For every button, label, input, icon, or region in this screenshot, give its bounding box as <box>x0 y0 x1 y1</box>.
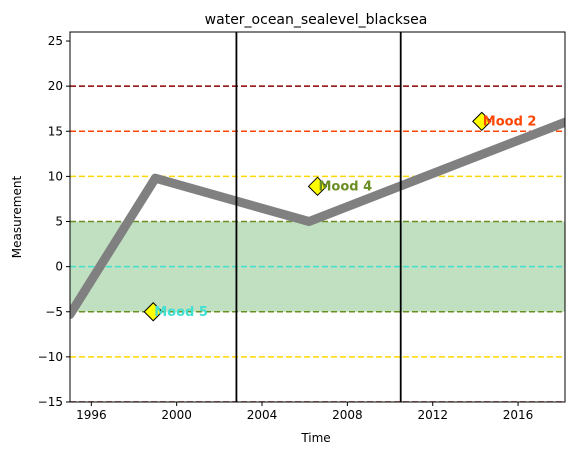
x-axis-label: Time <box>300 431 330 445</box>
y-tick-label-10: 10 <box>48 169 63 183</box>
annotation-label-0: Mood 5 <box>154 305 208 320</box>
x-tick-label-1996: 1996 <box>76 408 107 422</box>
x-tick-label-2008: 2008 <box>332 408 363 422</box>
y-tick-label-0: 0 <box>55 260 63 274</box>
annotation-marker-0 <box>143 302 163 322</box>
y-tick-label-neg15: −15 <box>38 395 63 409</box>
chart-title: water_ocean_sealevel_blacksea <box>205 12 428 28</box>
y-tick-label-neg10: −10 <box>38 350 63 364</box>
y-tick-label-neg5: −5 <box>45 305 63 319</box>
y-tick-label-15: 15 <box>48 124 63 138</box>
x-tick-label-2000: 2000 <box>161 408 192 422</box>
annotation-marker-1 <box>307 176 328 197</box>
plot-clipped-group <box>70 32 565 402</box>
annotation-label-1: Mood 4 <box>319 179 373 194</box>
plot-frame <box>69 31 566 403</box>
x-tick-label-2004: 2004 <box>247 408 278 422</box>
plot-area: Mood 5 Mood 4 Mood 2 1996 2000 2004 2008 2012 20… <box>38 31 566 422</box>
annotation-marker-2 <box>472 111 492 132</box>
series-line-0 <box>70 117 565 319</box>
x-tick-label-2012: 2012 <box>417 408 448 422</box>
y-tick-label-25: 25 <box>48 34 63 48</box>
y-tick-label-20: 20 <box>48 79 63 93</box>
y-tick-label-5: 5 <box>55 215 63 229</box>
x-tick-label-2016: 2016 <box>503 408 534 422</box>
y-axis-label: Measurement <box>10 176 24 259</box>
annotation-label-2: Mood 2 <box>483 114 537 129</box>
